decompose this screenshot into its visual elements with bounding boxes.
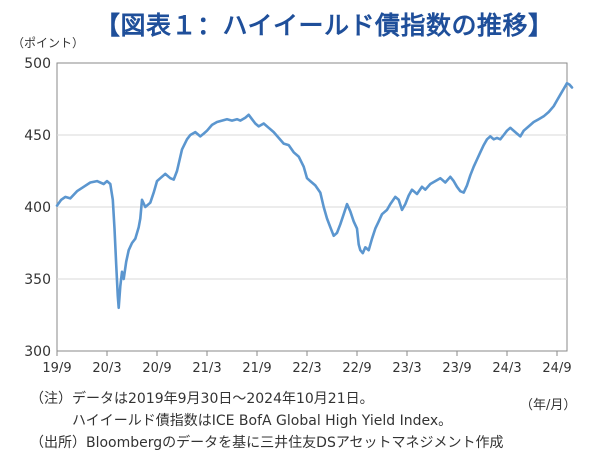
note-period: （注）データは2019年9月30日～2024年10月21日。 [30,391,374,407]
note-source: （出所）Bloombergのデータを基に三井住友DSアセットマネジメント作成 [30,435,504,451]
y-tick-labels: 300 350 400 450 500 [24,56,51,360]
note-index: ハイイールド債指数はICE BofA Global High Yield Ind… [30,413,453,429]
series-line [55,81,574,310]
x-tick-22-3: 22/3 [292,361,321,376]
y-tick-300: 300 [24,344,51,360]
x-tick-24-3: 24/3 [492,361,521,376]
x-tick-23-9: 23/9 [442,361,471,376]
y-tick-450: 450 [24,128,51,144]
y-tick-400: 400 [24,200,51,216]
x-tick-20-9: 20/9 [142,361,171,376]
chart-title: 【図表１：ハイイールド債指数の推移】 [95,11,554,40]
x-tick-23-3: 23/3 [392,361,421,376]
x-axis-unit-label: （年/月） [520,398,577,413]
x-tick-21-9: 21/9 [242,361,271,376]
y-tick-500: 500 [24,56,51,72]
y-tick-350: 350 [24,272,51,288]
y-axis-label: （ポイント） [12,36,85,50]
x-tick-21-3: 21/3 [192,361,221,376]
x-tick-24-9: 24/9 [542,361,571,376]
x-tick-22-9: 22/9 [342,361,371,376]
x-tick-labels: 19/9 20/3 20/9 21/3 21/9 22/3 22/9 23/3 23/9 24/3… [42,351,572,376]
x-tick-20-3: 20/3 [92,361,121,376]
x-tick-19-9: 19/9 [42,361,71,376]
